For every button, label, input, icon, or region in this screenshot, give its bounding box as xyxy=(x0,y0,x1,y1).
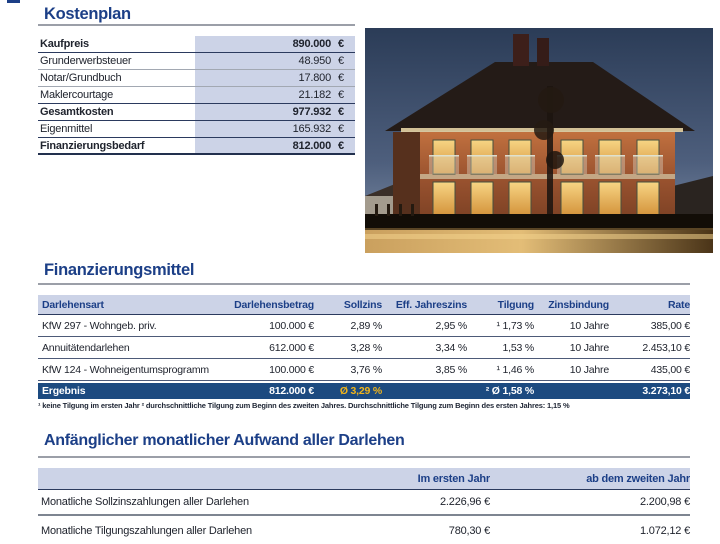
col-rate: Rate xyxy=(668,298,690,311)
loan-amount: 100.000 € xyxy=(269,319,314,332)
row-label: Finanzierungsbedarf xyxy=(40,139,145,152)
loan-name: KfW 124 - Wohneigentumsprogramm xyxy=(42,363,209,376)
table-row: Notar/Grundbuch 17.800 € xyxy=(38,70,355,87)
aufwand-year1-value: 780,30 € xyxy=(448,525,490,537)
result-rate: 3.273,10 € xyxy=(642,385,690,397)
result-label: Ergebnis xyxy=(42,385,86,397)
loan-sollzins: 3,28 % xyxy=(350,341,383,354)
table-row: Finanzierungsbedarf 812.000 € xyxy=(38,138,355,155)
aufwand-year2-value: 1.072,12 € xyxy=(640,525,690,537)
aufwand-title-rule xyxy=(38,456,690,458)
loan-rate: 435,00 € xyxy=(650,363,690,376)
loan-result-row: Ergebnis 812.000 € Ø 3,29 % ² Ø 1,58 % 3… xyxy=(38,383,690,399)
aufwand-table-header: Im ersten Jahr ab dem zweiten Jahr xyxy=(38,468,690,490)
row-label: Kaufpreis xyxy=(40,38,89,50)
row-value: 890.000 xyxy=(292,38,332,50)
house-illustration xyxy=(365,28,713,253)
currency-symbol: € xyxy=(338,106,344,118)
row-value: 165.932 xyxy=(292,123,332,135)
loan-tilgung: ¹ 1,46 % xyxy=(496,363,534,376)
aufwand-year2-value: 2.200,98 € xyxy=(640,496,690,508)
page-top-mark xyxy=(7,0,20,3)
loan-rate: 385,00 € xyxy=(650,319,690,332)
row-value: 21.182 xyxy=(298,89,332,101)
loan-sollzins: 3,76 % xyxy=(350,363,383,376)
loan-eff: 3,34 % xyxy=(435,341,468,354)
aufwand-title: Anfänglicher monatlicher Aufwand aller D… xyxy=(44,432,405,449)
row-label: Notar/Grundbuch xyxy=(40,72,122,84)
kostenplan-title-rule xyxy=(38,24,355,26)
table-row: Kaufpreis 890.000 € xyxy=(38,36,355,53)
result-tilgung: ² Ø 1,58 % xyxy=(485,385,534,397)
col-darlehensbetrag: Darlehensbetrag xyxy=(234,298,314,311)
row-label: Eigenmittel xyxy=(40,123,93,135)
col-tilgung: Tilgung xyxy=(497,298,535,311)
house-night-photo xyxy=(365,28,713,253)
aufwand-row: Monatliche Sollzinszahlungen aller Darle… xyxy=(38,490,690,516)
row-label: Maklercourtage xyxy=(40,89,114,101)
loan-name: Annuitätendarlehen xyxy=(42,341,130,354)
loan-amount: 100.000 € xyxy=(269,363,314,376)
kostenplan-table: Kaufpreis 890.000 € Grunderwerbsteuer 48.… xyxy=(38,36,355,155)
loan-tilgung: ¹ 1,73 % xyxy=(496,319,534,332)
result-sollzins: Ø 3,29 % xyxy=(339,385,382,397)
row-value: 812.000 xyxy=(292,139,332,152)
finanzierungsmittel-title: Finanzierungsmittel xyxy=(44,261,195,279)
loan-zinsbindung: 10 Jahre xyxy=(569,319,609,332)
col-sollzins: Sollzins xyxy=(343,298,382,311)
table-row: Eigenmittel 165.932 € xyxy=(38,121,355,138)
currency-symbol: € xyxy=(338,38,344,50)
aufwand-row: Monatliche Tilgungszahlungen aller Darle… xyxy=(38,518,690,544)
row-label: Gesamtkosten xyxy=(40,106,114,118)
currency-symbol: € xyxy=(338,55,344,67)
loan-eff: 3,85 % xyxy=(435,363,468,376)
row-label: Grunderwerbsteuer xyxy=(40,55,132,67)
row-value: 48.950 xyxy=(298,55,332,67)
loan-sollzins: 2,89 % xyxy=(350,319,383,332)
row-value: 17.800 xyxy=(298,72,332,84)
table-row: Gesamtkosten 977.932 € xyxy=(38,104,355,121)
table-row: Grunderwerbsteuer 48.950 € xyxy=(38,53,355,70)
loan-zinsbindung: 10 Jahre xyxy=(569,341,609,354)
aufwand-label: Monatliche Sollzinszahlungen aller Darle… xyxy=(41,496,249,508)
col-second-year: ab dem zweiten Jahr xyxy=(586,472,690,485)
col-darlehensart: Darlehensart xyxy=(42,298,104,311)
finanzierungsmittel-title-rule xyxy=(38,283,690,285)
loan-zinsbindung: 10 Jahre xyxy=(569,363,609,376)
loan-table-footnote: ¹ keine Tilgung im ersten Jahr ² durchsc… xyxy=(38,401,570,410)
currency-symbol: € xyxy=(338,72,344,84)
loan-table-header: Darlehensart Darlehensbetrag Sollzins Ef… xyxy=(38,295,690,315)
currency-symbol: € xyxy=(338,139,344,152)
col-eff-jahreszins: Eff. Jahreszins xyxy=(395,298,467,311)
row-value: 977.932 xyxy=(292,106,332,118)
aufwand-year1-value: 2.226,96 € xyxy=(440,496,490,508)
currency-symbol: € xyxy=(338,89,344,101)
loan-amount: 612.000 € xyxy=(269,341,314,354)
col-first-year: Im ersten Jahr xyxy=(417,472,491,485)
loan-rate: 2.453,10 € xyxy=(642,341,690,354)
result-amount: 812.000 € xyxy=(269,385,314,397)
kostenplan-title: Kostenplan xyxy=(44,5,131,23)
table-row: Maklercourtage 21.182 € xyxy=(38,87,355,104)
loan-name: KfW 297 - Wohngeb. priv. xyxy=(42,319,157,332)
currency-symbol: € xyxy=(338,123,344,135)
loan-row: KfW 297 - Wohngeb. priv. 100.000 € 2,89 … xyxy=(38,315,690,337)
col-zinsbindung: Zinsbindung xyxy=(548,298,609,311)
loan-row: KfW 124 - Wohneigentumsprogramm 100.000 … xyxy=(38,359,690,381)
loan-eff: 2,95 % xyxy=(435,319,468,332)
aufwand-label: Monatliche Tilgungszahlungen aller Darle… xyxy=(41,525,252,537)
loan-tilgung: 1,53 % xyxy=(502,341,535,354)
finance-plan-page: { "colors": { "accent_navy": "#1c3f87", … xyxy=(7,0,713,537)
loan-row: Annuitätendarlehen 612.000 € 3,28 % 3,34… xyxy=(38,337,690,359)
